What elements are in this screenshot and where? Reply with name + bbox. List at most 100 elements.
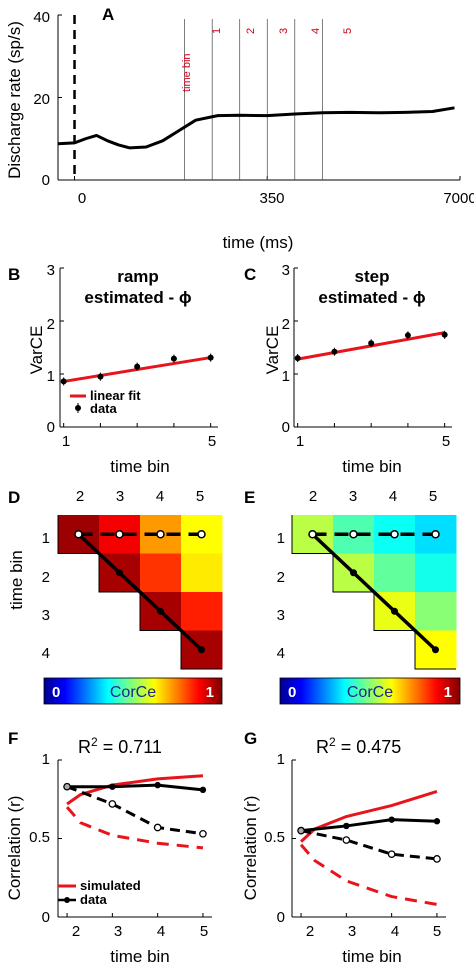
panel-e: E 2 3 4 5 1 2 3 4 0 CorCe 1 [244, 488, 461, 705]
panel-a-ytick: 0 [42, 172, 50, 189]
heatmap-cell [415, 553, 457, 593]
data-point-solid [433, 818, 441, 825]
data-point-open [342, 836, 351, 844]
panel-b-xtick: 5 [208, 433, 216, 450]
panel-g-xtick: 5 [433, 923, 441, 940]
row-path-marker [197, 530, 206, 539]
panel-f-r2: R2 = 0.711 [78, 735, 162, 757]
simulated-line-dashed [299, 843, 438, 906]
data-point-solid [109, 783, 116, 790]
start-marker [74, 530, 83, 539]
data-point [170, 355, 177, 362]
panel-b-ylabel: VarCE [27, 326, 46, 375]
panel-g-plot [291, 759, 446, 918]
row-path-marker [349, 530, 358, 539]
panel-c-ytick: 3 [282, 262, 290, 279]
panel-e-colorbar-min: 0 [288, 684, 296, 701]
diagonal-path-marker [157, 607, 164, 615]
panel-d-colorbar-min: 0 [52, 684, 60, 701]
panel-d-ylabel: time bin [7, 550, 26, 610]
panel-a-ytick: 40 [33, 9, 50, 26]
panel-f: F R2 = 0.711 Correlation (r) time bin 0 … [5, 729, 212, 966]
data-point-open [63, 782, 71, 791]
panel-d-coltick: 2 [76, 488, 84, 505]
data-point [441, 331, 448, 338]
panel-f-xtick: 2 [72, 923, 80, 940]
panel-c-ylabel: VarCE [263, 326, 282, 375]
panel-c-xtick: 5 [442, 433, 450, 450]
panel-b-plot [59, 267, 218, 428]
panel-c: C step estimated - ϕ VarCE time bin 0 1 … [244, 262, 452, 476]
panel-c-plot [293, 267, 452, 428]
panel-e-coltick: 4 [389, 488, 397, 505]
panel-b-ytick: 2 [47, 316, 55, 333]
panel-f-xtick: 5 [200, 923, 208, 940]
panel-f-ytick: 0 [42, 909, 50, 926]
panel-d-coltick: 5 [196, 488, 204, 505]
data-point [207, 354, 214, 361]
row-path-marker [431, 530, 440, 539]
panel-c-ytick: 2 [282, 316, 290, 333]
panel-a-bin-label: time bin [181, 53, 193, 92]
panel-d-colorbar [43, 677, 223, 705]
panel-c-ytick: 1 [282, 368, 290, 385]
panel-f-ytick: 1 [42, 751, 50, 768]
panel-g-ytick: 0.5 [264, 829, 285, 846]
panel-e-colorbar [279, 677, 461, 705]
panel-a-xtick: 0 [78, 190, 86, 207]
panel-d-rowtick: 3 [42, 607, 50, 624]
panel-a-bin-label: 5 [342, 28, 354, 34]
legend-data-marker [75, 405, 81, 411]
panel-e-colorbar-label: CorCe [347, 684, 393, 701]
panel-g-ytick: 0 [277, 909, 285, 926]
panel-g-xtick: 2 [306, 923, 314, 940]
panel-f-ylabel: Correlation (r) [5, 796, 24, 901]
data-point [331, 348, 338, 355]
panel-b-xtick: 1 [62, 433, 70, 450]
diagonal-path-marker [350, 569, 357, 577]
panel-g-ylabel: Correlation (r) [241, 796, 260, 901]
data-point-open [153, 823, 162, 832]
panel-d: D 2 3 4 5 1 2 3 4 time bin 0 CorCe 1 [7, 488, 223, 705]
panel-f-plot [57, 759, 212, 918]
data-line-solid [67, 783, 204, 792]
panel-a-plot [57, 14, 461, 181]
panel-c-subtitle: estimated - ϕ [318, 288, 425, 307]
panel-a-xtick: 350 [259, 190, 284, 207]
heatmap-cell [181, 592, 223, 631]
data-point-solid [154, 781, 161, 789]
panel-g-xtick: 3 [348, 923, 356, 940]
legend-fit-label: linear fit [90, 388, 141, 403]
data-point [60, 378, 67, 385]
data-point-solid [343, 822, 350, 830]
data-point [294, 355, 301, 362]
data-point-open [199, 829, 207, 838]
panel-letter-f: F [8, 729, 18, 748]
data-line-dashed [66, 785, 204, 836]
panel-b-subtitle: estimated - ϕ [84, 288, 191, 307]
panel-c-ytick: 0 [282, 419, 290, 436]
panel-e-coltick: 3 [349, 488, 357, 505]
panel-a-bin-label: 1 [211, 28, 223, 34]
panel-a: A Discharge rate (sp/s) time (ms) 0 20 4… [5, 5, 474, 252]
panel-d-rowtick: 2 [42, 569, 50, 586]
row-path-marker [390, 530, 399, 539]
panel-letter-d: D [8, 488, 20, 507]
data-point [134, 363, 141, 370]
panel-a-bin-label: 3 [278, 28, 290, 34]
diagonal-path-marker [198, 646, 205, 654]
panel-b-title: ramp [117, 267, 159, 286]
panel-e-rowtick: 1 [277, 530, 285, 547]
start-marker [308, 530, 317, 539]
heatmap-cell [140, 553, 182, 593]
diagonal-path-solid [311, 532, 437, 652]
panel-a-bin-label: 4 [310, 28, 322, 34]
data-point [97, 373, 104, 380]
panel-e-rowtick: 4 [277, 645, 285, 662]
panel-letter-c: C [244, 265, 256, 284]
discharge-rate-line [57, 106, 455, 150]
data-line-solid [300, 818, 437, 833]
diagonal-path-marker [116, 569, 123, 577]
panel-letter-b: B [8, 265, 20, 284]
